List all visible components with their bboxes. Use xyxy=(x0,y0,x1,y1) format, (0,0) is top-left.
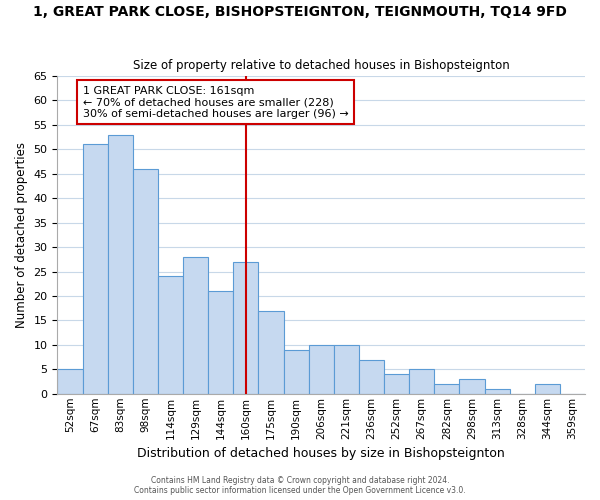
Bar xyxy=(535,384,560,394)
Text: Contains HM Land Registry data © Crown copyright and database right 2024.
Contai: Contains HM Land Registry data © Crown c… xyxy=(134,476,466,495)
Bar xyxy=(434,384,460,394)
Title: Size of property relative to detached houses in Bishopsteignton: Size of property relative to detached ho… xyxy=(133,59,509,72)
Text: 1 GREAT PARK CLOSE: 161sqm
← 70% of detached houses are smaller (228)
30% of sem: 1 GREAT PARK CLOSE: 161sqm ← 70% of deta… xyxy=(83,86,348,119)
Bar xyxy=(107,134,133,394)
Bar xyxy=(158,276,183,394)
Bar xyxy=(183,257,208,394)
Y-axis label: Number of detached properties: Number of detached properties xyxy=(15,142,28,328)
Bar xyxy=(409,370,434,394)
Bar xyxy=(485,389,509,394)
X-axis label: Distribution of detached houses by size in Bishopsteignton: Distribution of detached houses by size … xyxy=(137,447,505,460)
Bar xyxy=(460,379,485,394)
Bar xyxy=(259,310,284,394)
Bar xyxy=(284,350,308,394)
Bar xyxy=(384,374,409,394)
Bar xyxy=(359,360,384,394)
Bar xyxy=(58,370,83,394)
Bar xyxy=(83,144,107,394)
Bar xyxy=(133,169,158,394)
Bar xyxy=(233,262,259,394)
Bar xyxy=(334,345,359,394)
Bar xyxy=(208,291,233,394)
Text: 1, GREAT PARK CLOSE, BISHOPSTEIGNTON, TEIGNMOUTH, TQ14 9FD: 1, GREAT PARK CLOSE, BISHOPSTEIGNTON, TE… xyxy=(33,5,567,19)
Bar xyxy=(308,345,334,394)
